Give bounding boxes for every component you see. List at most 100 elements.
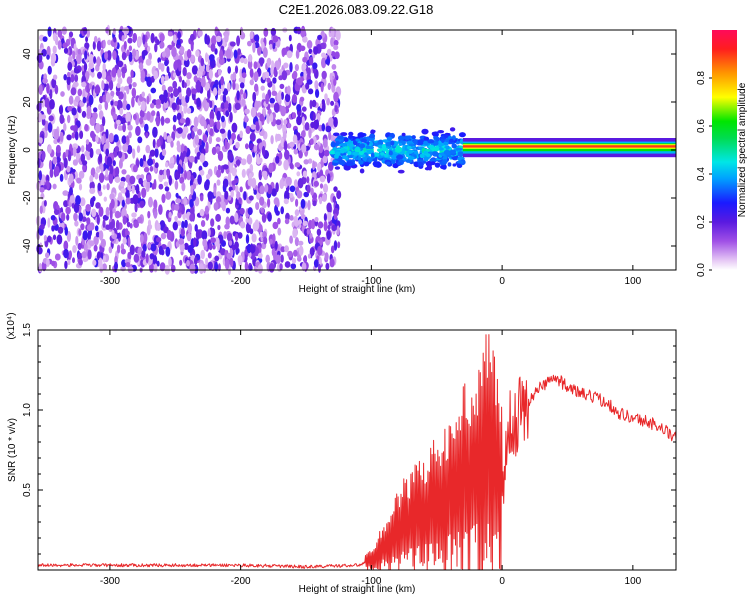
heatmap-cell: [164, 117, 171, 124]
heatmap-cell: [147, 181, 151, 189]
heatmap-cell: [77, 242, 82, 251]
heatmap-cell: [56, 204, 60, 211]
heatmap-cell: [333, 44, 339, 51]
heatmap-cell: [244, 115, 248, 123]
heatmap-cell: [84, 50, 88, 60]
heatmap-cell: [170, 92, 174, 99]
heatmap-cell: [208, 135, 213, 145]
heatmap-cell: [275, 133, 282, 142]
heatmap-cell: [184, 157, 188, 164]
heatmap-cell: [154, 162, 159, 169]
heatmap-cell: [273, 102, 280, 113]
heatmap-cell: [173, 60, 179, 71]
heatmap-cell: [249, 132, 256, 142]
heatmap-cell: [224, 138, 228, 150]
heatmap-cell: [48, 115, 54, 122]
heatmap-cell: [255, 202, 260, 210]
heatmap-cell: [114, 100, 118, 107]
heatmap-cell: [245, 234, 250, 244]
heatmap-cell: [167, 31, 173, 37]
heatmap-cell: [54, 253, 61, 261]
heatmap-cell: [208, 54, 215, 62]
heatmap-cell: [220, 115, 225, 123]
heatmap-cell: [291, 112, 297, 119]
heatmap-cell: [149, 149, 156, 157]
heatmap-cell: [417, 161, 424, 167]
heatmap-cell: [306, 229, 310, 235]
heatmap-cell: [189, 33, 195, 42]
heatmap-cell: [249, 31, 254, 40]
heatmap-cell: [193, 75, 198, 83]
heatmap-cell: [217, 263, 221, 272]
heatmap-cell: [177, 31, 182, 40]
heatmap-cell: [244, 108, 250, 115]
heatmap-cell: [91, 208, 97, 218]
heatmap-cell: [257, 264, 263, 274]
heatmap-cell: [110, 198, 115, 209]
heatmap-cell: [309, 232, 313, 239]
heatmap-cell: [292, 70, 298, 79]
heatmap-cell: [335, 151, 341, 156]
heatmap-cell: [294, 237, 299, 247]
heatmap-cell: [125, 228, 129, 237]
heatmap-cell: [101, 135, 105, 145]
heatmap-cell: [262, 47, 268, 58]
heatmap-cell: [139, 109, 145, 118]
heatmap-cell: [61, 212, 66, 222]
heatmap-cell: [136, 145, 141, 153]
heatmap-cell: [239, 89, 244, 95]
heatmap-cell: [340, 132, 348, 137]
heatmap-cell: [327, 82, 331, 91]
heatmap-cell: [92, 196, 96, 202]
heatmap-cell: [377, 139, 384, 146]
heatmap-cell: [118, 144, 122, 152]
heatmap-cell: [227, 151, 234, 162]
heatmap-cell: [168, 175, 172, 186]
heatmap-cell: [225, 216, 230, 226]
heatmap-cell: [132, 82, 137, 88]
heatmap-cell: [181, 96, 186, 106]
heatmap-cell: [286, 85, 291, 95]
heatmap-cell: [142, 34, 146, 45]
heatmap-cell: [322, 101, 326, 113]
heatmap-cell: [363, 161, 370, 167]
heatmap-cell: [178, 64, 182, 72]
heatmap-cell: [166, 135, 172, 144]
heatmap-cell: [74, 131, 79, 141]
heatmap-cell: [199, 116, 206, 127]
heatmap-cell: [333, 78, 337, 86]
heatmap-cell: [309, 138, 314, 146]
heatmap-cell: [178, 238, 185, 245]
heatmap-cell: [83, 27, 88, 35]
heatmap-cell: [319, 196, 323, 205]
heatmap-cell: [316, 228, 322, 236]
heatmap-cell: [321, 52, 326, 58]
heatmap-cell: [241, 99, 246, 106]
heatmap-cell: [86, 29, 90, 38]
heatmap-cell: [116, 119, 121, 126]
heatmap-cell: [72, 50, 76, 60]
heatmap-cell: [279, 263, 283, 271]
heatmap-cell: [98, 103, 103, 111]
heatmap-cell: [96, 56, 101, 68]
heatmap-cell: [132, 32, 138, 43]
heatmap-cell: [106, 183, 110, 191]
heatmap-cell: [253, 189, 257, 195]
heatmap-cell: [377, 148, 383, 153]
heatmap-cell: [133, 253, 140, 263]
heatmap-cell: [227, 66, 231, 74]
heatmap-cell: [84, 42, 90, 49]
colorbar-ticks: [709, 77, 712, 271]
spectrogram-heatmap: [35, 24, 676, 276]
heatmap-cell: [77, 252, 83, 260]
heatmap-cell: [123, 92, 127, 102]
heatmap-cell: [314, 217, 319, 222]
heatmap-cell: [302, 56, 308, 63]
heatmap-cell: [120, 243, 125, 251]
snr-y-multiplier: (x10⁴): [6, 312, 17, 339]
heatmap-cell: [320, 82, 324, 93]
heatmap-cell: [265, 254, 271, 263]
snr-series-line: [37, 334, 677, 571]
heatmap-cell: [187, 245, 194, 254]
heatmap-cell: [269, 112, 274, 123]
